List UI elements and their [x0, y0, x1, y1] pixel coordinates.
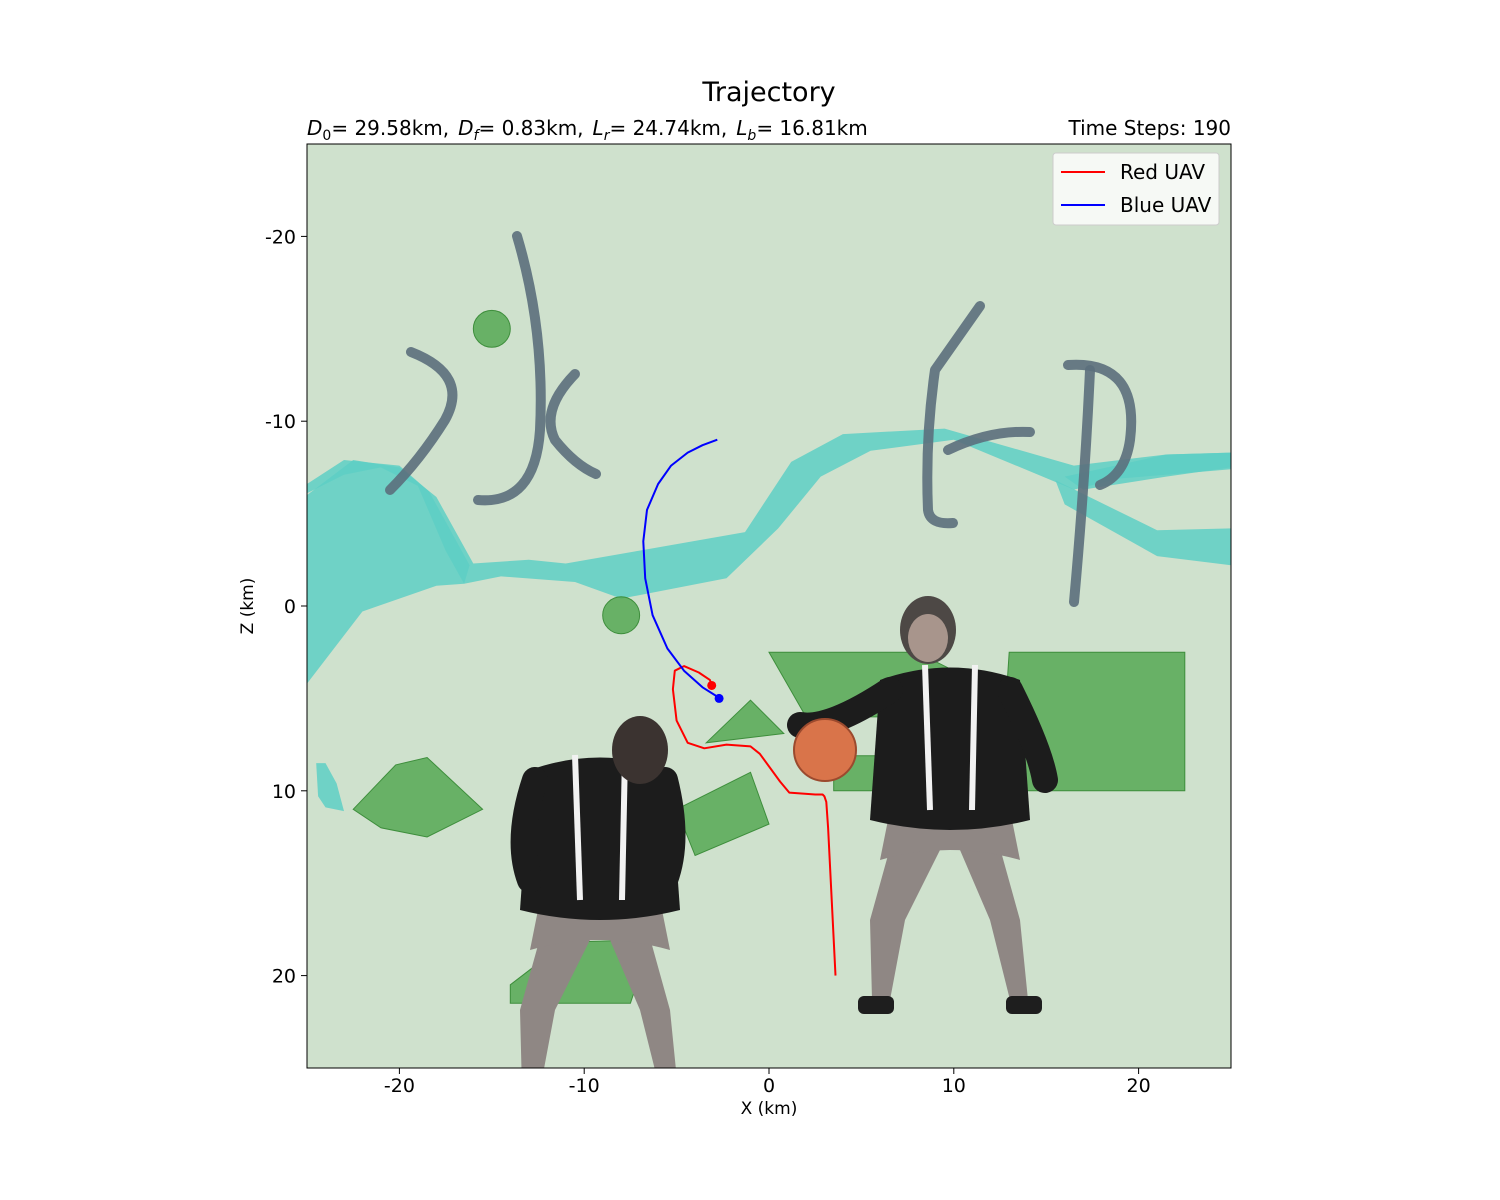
handwriting-stroke-3: [922, 301, 985, 529]
x-tick-label: 20: [1127, 1075, 1151, 1097]
handwriting-stroke-4: [943, 426, 1035, 455]
chart-subtitle-time-steps: Time Steps: 190: [1067, 116, 1231, 140]
obstacle-polygon-2: [675, 771, 770, 857]
series-line-blue-uav: [642, 438, 718, 698]
y-tick-label: -20: [265, 226, 296, 248]
lr-symbol: L: [593, 116, 604, 140]
y-tick-label: 20: [272, 966, 296, 988]
river-band-1: [307, 460, 470, 584]
series-layer: [642, 438, 837, 976]
d0-symbol: D: [307, 116, 322, 140]
uav-position-marker-1: [714, 693, 724, 703]
chart-title: Trajectory: [701, 77, 835, 108]
y-tick-label: 10: [272, 781, 296, 803]
handwriting-stroke-0: [385, 347, 458, 495]
lr-subscript: r: [604, 128, 611, 144]
y-tick-label: -10: [265, 411, 296, 433]
df-value: = 0.83km,: [478, 116, 583, 140]
plot-area: [307, 144, 1231, 1068]
legend-label-blue-uav: Blue UAV: [1120, 193, 1212, 217]
y-axis-label: Z (km): [238, 578, 258, 635]
basketball-icon: [793, 718, 857, 782]
handwriting-stroke-6: [1069, 365, 1095, 607]
river-band-3: [1055, 480, 1231, 566]
x-tick-label: -10: [569, 1075, 600, 1097]
d0-value: = 29.58km,: [331, 116, 449, 140]
legend: Red UAV Blue UAV: [1052, 152, 1220, 226]
handwriting-stroke-2: [545, 369, 601, 479]
decorative-figure-left: [510, 716, 686, 1068]
river-band-4: [316, 763, 344, 812]
x-axis-label: X (km): [741, 1099, 798, 1119]
handwriting-stroke-5: [1063, 359, 1137, 490]
lr-value: = 24.74km,: [609, 116, 727, 140]
y-axis-ticks: -20 -10 0 10 20: [265, 226, 307, 988]
obstacle-polygon-0: [352, 756, 484, 838]
df-subscript: f: [474, 128, 481, 144]
x-axis-ticks: -20 -10 0 10 20: [384, 1068, 1151, 1097]
x-tick-label: 0: [763, 1075, 775, 1097]
decorative-figure-right: [787, 596, 1058, 1014]
d0-subscript: 0: [322, 128, 331, 144]
x-tick-label: 10: [942, 1075, 966, 1097]
legend-label-red-uav: Red UAV: [1120, 160, 1205, 184]
handwriting-stroke-1: [473, 231, 546, 506]
obstacle-circle-1: [602, 596, 641, 635]
df-symbol: D: [458, 116, 473, 140]
obstacle-polygon-1: [704, 699, 785, 744]
x-tick-label: -20: [384, 1075, 415, 1097]
uav-position-marker-0: [707, 680, 717, 690]
lb-symbol: L: [736, 116, 747, 140]
chart-subtitle-metrics: D0= 29.58km, Df= 0.83km, Lr= 24.74km, Lb= 1…: [307, 116, 868, 144]
y-tick-label: 0: [284, 596, 296, 618]
obstacle-circle-0: [472, 309, 511, 348]
lb-subscript: b: [747, 128, 756, 144]
decoration-layer: [385, 231, 1137, 1068]
lb-value: = 16.81km: [756, 116, 867, 140]
